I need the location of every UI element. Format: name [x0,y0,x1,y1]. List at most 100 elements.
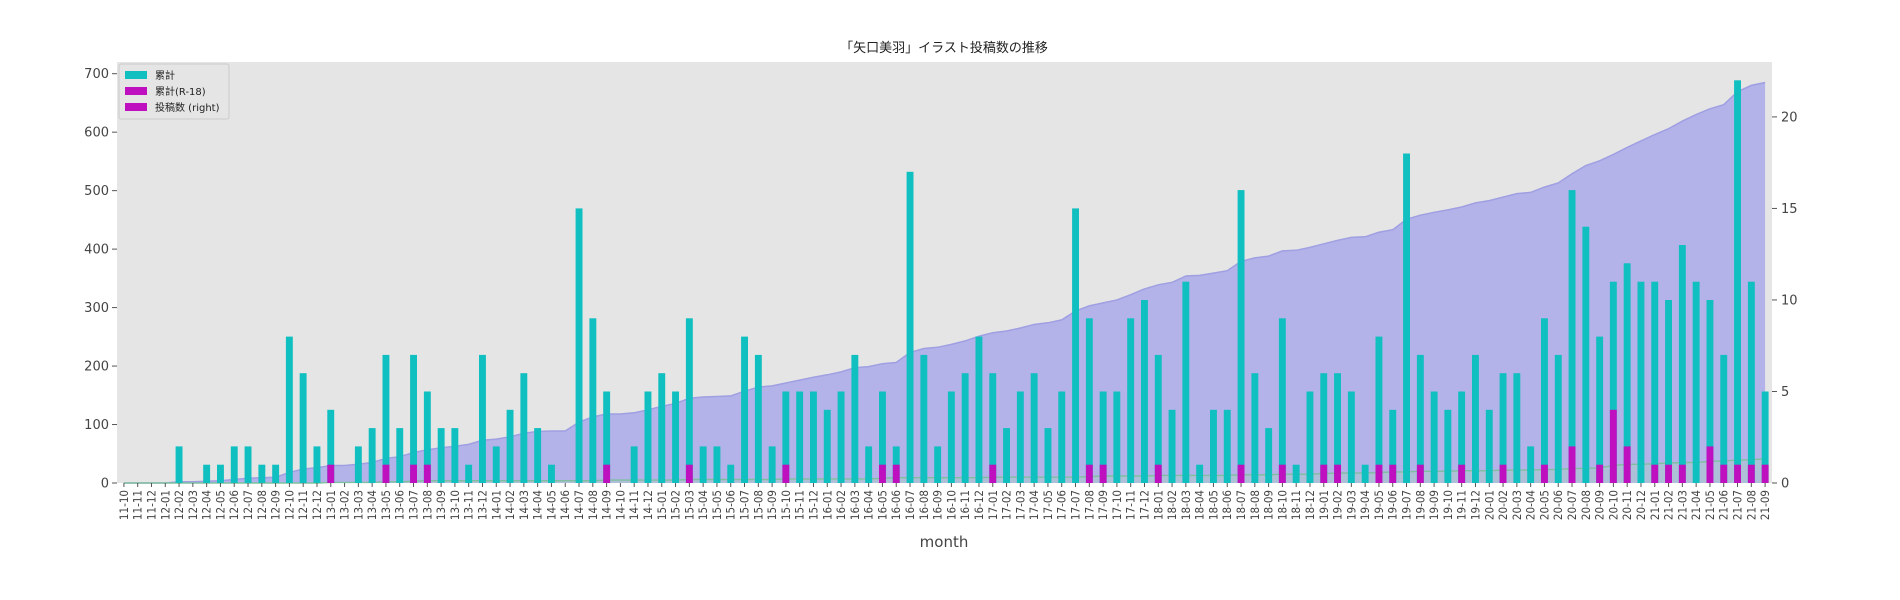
bar-posts [1347,391,1355,483]
x-tick-label: 15-05 [710,490,724,520]
x-tick-label: 13-10 [448,490,462,520]
bar-posts [685,318,693,483]
bar-posts [699,446,707,483]
x-tick-label: 20-07 [1565,490,1579,520]
bar-posts-r18 [1278,464,1286,483]
x-tick-label: 20-02 [1496,490,1510,520]
x-tick-label: 15-09 [765,490,779,520]
bar-posts [823,409,831,483]
bar-posts [1706,300,1714,483]
bar-posts [1444,409,1452,483]
y-right-tick-label: 10 [1781,293,1798,308]
bar-posts [1513,373,1521,483]
y-left-tick-label: 400 [84,243,109,258]
bar-posts [920,354,928,483]
y-left-tick-label: 0 [101,477,109,492]
bar-posts-r18 [1541,464,1548,483]
x-tick-label: 17-07 [1069,490,1083,520]
bar-posts [837,391,845,483]
y-left-tick-label: 100 [84,418,109,433]
x-tick-label: 16-05 [875,490,889,520]
x-tick-label: 17-03 [1013,490,1027,520]
x-tick-label: 16-02 [834,490,848,520]
bar-posts [1430,391,1438,483]
x-tick-label: 14-07 [572,490,586,520]
bar-posts [1747,281,1755,483]
x-tick-label: 13-04 [365,490,379,520]
bar-posts [1375,336,1383,483]
x-tick-label: 14-12 [641,490,655,520]
x-tick-label: 14-01 [489,490,503,520]
bar-posts [934,446,942,483]
bar-posts [437,428,445,483]
x-tick-label: 17-11 [1124,490,1138,520]
x-tick-label: 17-10 [1110,490,1124,520]
x-tick-label: 20-08 [1579,490,1593,520]
bar-posts [1320,373,1328,483]
x-tick-label: 13-02 [338,490,352,520]
bar-posts-r18 [1720,464,1728,483]
x-tick-label: 15-12 [807,490,821,520]
x-tick-label: 13-11 [462,490,476,520]
bar-posts [575,208,583,483]
x-tick-label: 21-02 [1662,490,1676,520]
bar-posts [1568,190,1576,483]
legend-label: 累計(R-18) [155,85,206,98]
bar-posts [272,464,280,483]
x-tick-label: 16-11 [958,490,972,520]
bar-posts-r18 [892,464,900,483]
x-tick-label: 13-09 [434,490,448,520]
x-tick-label: 12-06 [227,490,241,520]
x-tick-label: 14-03 [517,490,531,520]
x-tick-label: 15-01 [655,490,669,520]
bar-posts-r18 [382,464,390,483]
bar-posts [1127,318,1135,483]
bar-posts [1168,409,1176,483]
bar-posts-r18 [327,464,335,483]
bar-posts-r18 [1320,464,1328,483]
x-tick-label: 18-02 [1165,490,1179,520]
y-right-tick-label: 5 [1781,385,1789,400]
x-tick-label: 17-08 [1082,490,1096,520]
y-left-tick-label: 600 [84,126,109,141]
bar-posts-r18 [1609,409,1617,483]
x-tick-label: 20-09 [1593,490,1607,520]
bar-posts-r18 [1568,446,1576,483]
x-tick-label: 18-07 [1234,490,1248,520]
bar-posts [203,464,211,483]
bar-posts [782,391,790,483]
bar-posts [1651,281,1659,483]
bar-posts [1237,190,1245,483]
bar-posts [1361,464,1369,483]
bar-posts [1389,409,1397,483]
bar-posts-r18 [1678,464,1686,483]
bar-posts [1416,354,1424,483]
bar-posts [672,391,679,483]
x-tick-label: 12-10 [282,490,296,520]
bar-posts-r18 [782,464,790,483]
bar-posts-r18 [1154,464,1162,483]
bar-posts [1637,281,1645,483]
bar-posts [1609,281,1617,483]
bar-posts [396,428,404,483]
x-tick-label: 21-08 [1744,490,1758,520]
bar-posts [589,318,597,483]
bar-posts-r18 [1389,464,1397,483]
y-left-tick-label: 300 [84,301,109,316]
x-tick-label: 19-02 [1331,490,1345,520]
bar-posts [258,464,266,483]
bar-posts-r18 [1499,464,1507,483]
bar-posts [603,391,611,483]
bar-posts-r18 [1706,446,1714,483]
bar-posts-r18 [1099,464,1107,483]
bar-posts [410,354,417,483]
bar-posts [961,373,969,483]
x-tick-label: 14-06 [558,490,572,520]
bar-posts [1554,354,1562,483]
bar-posts [1154,354,1162,483]
x-tick-label: 15-07 [738,490,752,520]
y-left-tick-label: 500 [84,184,109,199]
bar-posts [534,428,542,483]
x-tick-label: 13-03 [351,490,365,520]
